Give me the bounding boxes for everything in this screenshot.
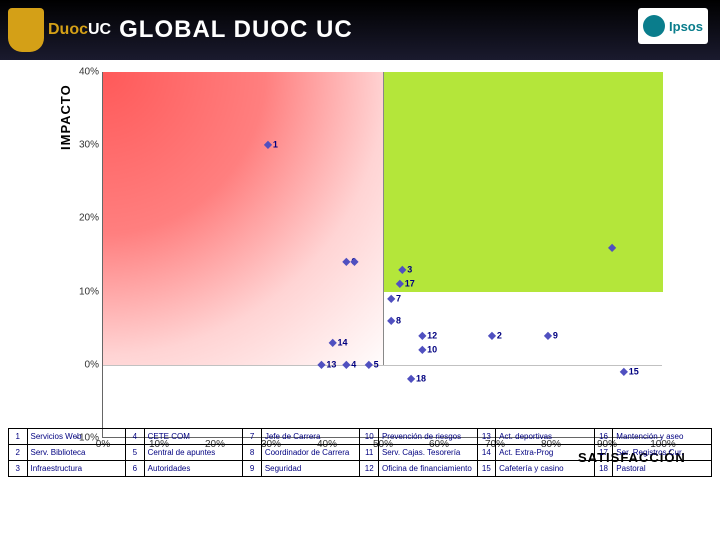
red-quadrant	[103, 72, 383, 365]
brand-duoc: Duoc	[48, 21, 88, 38]
point-1: ◆1	[264, 140, 278, 151]
brand-uc: UC	[88, 21, 111, 38]
legend-table: 1Servicios Web4CETE COM7Jefe de Carrera1…	[8, 428, 712, 477]
zero-line	[103, 365, 662, 366]
y-tick: 20%	[63, 213, 103, 224]
legend-text: Act. deportivas	[496, 429, 595, 445]
legend-text: Autoridades	[144, 461, 243, 477]
legend-row: 2Serv. Biblioteca5Central de apuntes8Coo…	[9, 445, 712, 461]
legend-num: 3	[9, 461, 28, 477]
legend-text: Infraestructura	[27, 461, 126, 477]
legend-num: 11	[360, 445, 379, 461]
legend-num: 12	[360, 461, 379, 477]
legend-text: Central de apuntes	[144, 445, 243, 461]
legend-num: 7	[243, 429, 262, 445]
legend-row: 3Infraestructura6Autoridades9Seguridad12…	[9, 461, 712, 477]
legend-num: 4	[126, 429, 145, 445]
legend-text: Servicios Web	[27, 429, 126, 445]
legend-text: Seguridad	[261, 461, 360, 477]
legend-num: 2	[9, 445, 28, 461]
logo-ipsos: Ipsos	[638, 8, 708, 44]
point-9: ◆9	[544, 330, 558, 341]
point-10: ◆10	[418, 345, 437, 356]
y-tick: 10%	[63, 286, 103, 297]
point-15: ◆15	[620, 367, 639, 378]
legend-text: CETE COM	[144, 429, 243, 445]
legend-num: 10	[360, 429, 379, 445]
legend-text: Pastoral	[613, 461, 712, 477]
point-2: ◆2	[488, 330, 502, 341]
point-5: ◆5	[365, 359, 379, 370]
point-14: ◆14	[329, 337, 348, 348]
legend-row: 1Servicios Web4CETE COM7Jefe de Carrera1…	[9, 429, 712, 445]
chart-container: IMPACTO -10%0%10%20%30%40%0%10%20%30%40%…	[0, 60, 720, 480]
legend-text: Cafetería y casino	[496, 461, 595, 477]
legend-text: Jefe de Carrera	[261, 429, 360, 445]
point-11: ◆	[351, 257, 360, 268]
legend-num: 18	[594, 461, 613, 477]
legend-text: Serv. Cajas. Tesorería	[378, 445, 477, 461]
header-bar: DuocUC GLOBAL DUOC UC Ipsos	[0, 0, 720, 60]
legend-num: 9	[243, 461, 262, 477]
vertical-midline	[383, 72, 384, 365]
logo-text: DuocUC	[48, 21, 111, 39]
point-3: ◆3	[399, 264, 413, 275]
legend-num: 16	[594, 429, 613, 445]
legend-text: Serv. Biblioteca	[27, 445, 126, 461]
legend-text: Oficina de financiamiento	[378, 461, 477, 477]
scatter-chart: -10%0%10%20%30%40%0%10%20%30%40%50%60%70…	[102, 72, 662, 438]
legend-text: Mantención y aseo	[613, 429, 712, 445]
point-4: ◆4	[343, 359, 357, 370]
point-13: ◆13	[318, 359, 337, 370]
legend-num: 6	[126, 461, 145, 477]
legend-num: 15	[477, 461, 496, 477]
ipsos-text: Ipsos	[669, 19, 703, 34]
y-tick: 40%	[63, 67, 103, 78]
point-16: ◆	[608, 242, 617, 253]
legend-num: 8	[243, 445, 262, 461]
legend-num: 14	[477, 445, 496, 461]
green-quadrant	[383, 72, 663, 292]
legend-text: Prevención de riesgos	[378, 429, 477, 445]
point-12: ◆12	[418, 330, 437, 341]
y-tick: 30%	[63, 140, 103, 151]
point-7: ◆7	[387, 293, 401, 304]
legend-num: 5	[126, 445, 145, 461]
legend-text: Ser. Registros Cur.	[613, 445, 712, 461]
legend-num: 1	[9, 429, 28, 445]
shield-icon	[8, 8, 44, 52]
ipsos-icon	[643, 15, 665, 37]
legend-num: 17	[594, 445, 613, 461]
legend-num: 13	[477, 429, 496, 445]
logo-duoc: DuocUC	[8, 8, 111, 52]
page-title: GLOBAL DUOC UC	[119, 16, 353, 44]
point-8: ◆8	[387, 315, 401, 326]
point-18: ◆18	[407, 374, 426, 385]
point-17: ◆17	[396, 279, 415, 290]
legend-text: Act. Extra-Prog	[496, 445, 595, 461]
legend-text: Coordinador de Carrera	[261, 445, 360, 461]
y-tick: 0%	[63, 359, 103, 370]
